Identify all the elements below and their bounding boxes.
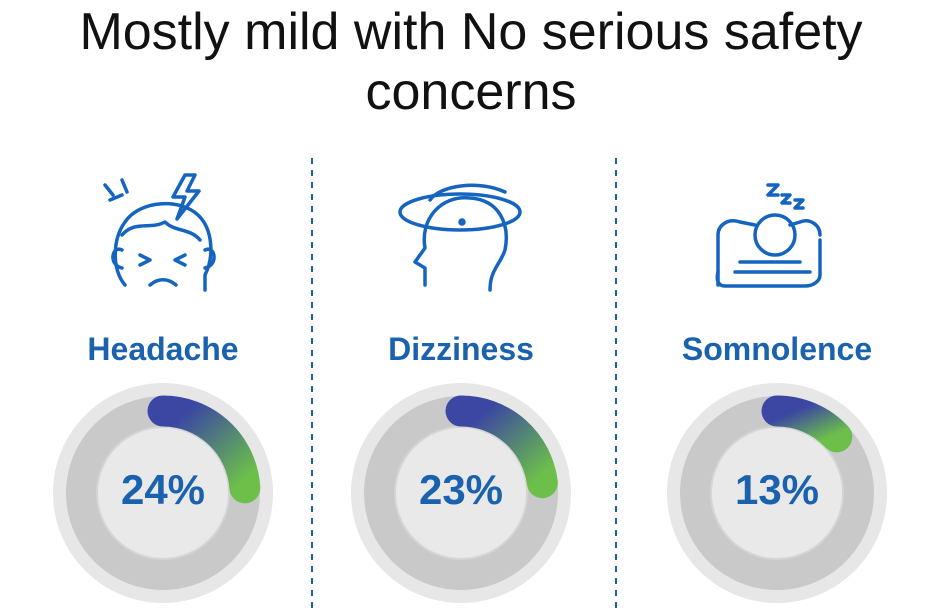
value-label: 13%: [735, 466, 819, 513]
dizziness-icon: [398, 183, 522, 292]
gauge-inner: [96, 426, 230, 560]
gauge-inner: [394, 426, 528, 560]
value-label: 23%: [419, 466, 503, 513]
somnolence-icon: [715, 183, 822, 288]
category-label: Somnolence: [682, 331, 872, 367]
category-label: Headache: [87, 331, 238, 367]
gauge-arc: [761, 395, 853, 453]
chart-title: Mostly mild with No serious safety conce…: [79, 3, 863, 121]
headache-icon: [103, 173, 216, 292]
value-label: 24%: [121, 466, 205, 513]
gauge-arc: [445, 395, 558, 499]
gauge-inner: [710, 426, 844, 560]
gauge-arc: [147, 395, 261, 504]
category-label: Dizziness: [388, 331, 534, 367]
